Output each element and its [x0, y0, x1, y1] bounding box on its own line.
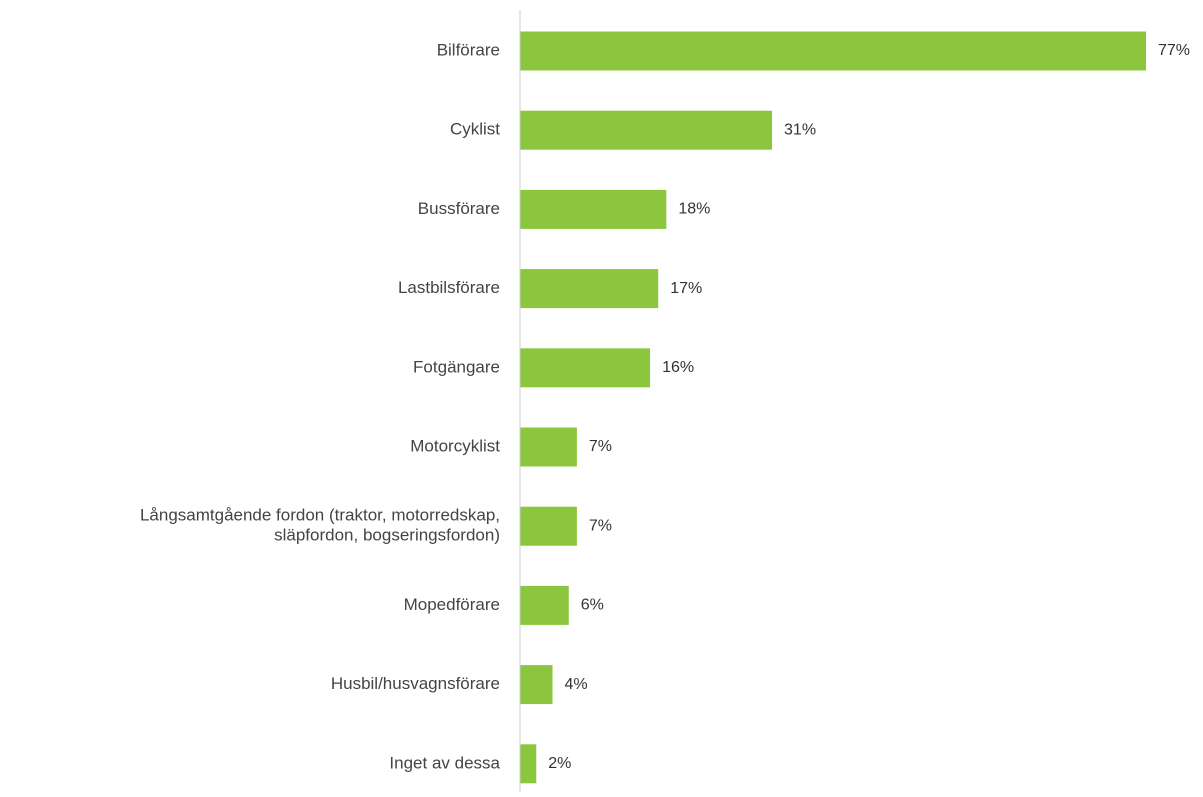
bar [520, 189, 667, 229]
bar [520, 427, 577, 467]
bars-layer [520, 31, 1146, 784]
value-label: 17% [670, 280, 702, 297]
category-label: Mopedförare [404, 595, 500, 614]
value-label: 16% [662, 359, 694, 376]
bar [520, 744, 537, 784]
category-label: Husbil/husvagnsförare [331, 674, 500, 693]
category-label-line: Mopedförare [404, 595, 500, 614]
category-label: Bilförare [437, 40, 500, 59]
bar [520, 31, 1146, 71]
value-label: 7% [589, 517, 612, 534]
bar [520, 506, 577, 546]
bar [520, 269, 659, 309]
value-label: 2% [548, 755, 571, 772]
category-label-line: Fotgängare [413, 357, 500, 376]
value-label: 18% [678, 201, 710, 218]
bar [520, 110, 773, 150]
category-label-line: Lastbilsförare [398, 278, 500, 297]
category-label: Inget av dessa [389, 753, 500, 772]
category-label: Bussförare [418, 199, 500, 218]
category-label-line: Långsamtgående fordon (traktor, motorred… [140, 506, 500, 525]
value-label: 77% [1158, 42, 1190, 59]
category-label: Cyklist [450, 120, 500, 139]
category-label-line: Cyklist [450, 120, 500, 139]
bar [520, 585, 569, 625]
category-label-line: Bilförare [437, 40, 500, 59]
category-label-line: Husbil/husvagnsförare [331, 674, 500, 693]
category-label: Fotgängare [413, 357, 500, 376]
category-label-line: Bussförare [418, 199, 500, 218]
bar [520, 665, 553, 705]
category-label: Långsamtgående fordon (traktor, motorred… [140, 506, 500, 545]
value-label: 4% [565, 676, 588, 693]
category-label: Motorcyklist [410, 436, 500, 455]
value-label: 7% [589, 438, 612, 455]
labels-layer: 77% Bilförare 31% Cyklist 18% Bussförare 17% La… [140, 40, 1190, 772]
category-label-line: Inget av dessa [389, 753, 500, 772]
bar [520, 348, 651, 388]
value-label: 6% [581, 597, 604, 614]
category-label: Lastbilsförare [398, 278, 500, 297]
category-label-line: släpfordon, bogseringsfordon) [274, 526, 500, 545]
category-label-line: Motorcyklist [410, 436, 500, 455]
value-label: 31% [784, 121, 816, 138]
